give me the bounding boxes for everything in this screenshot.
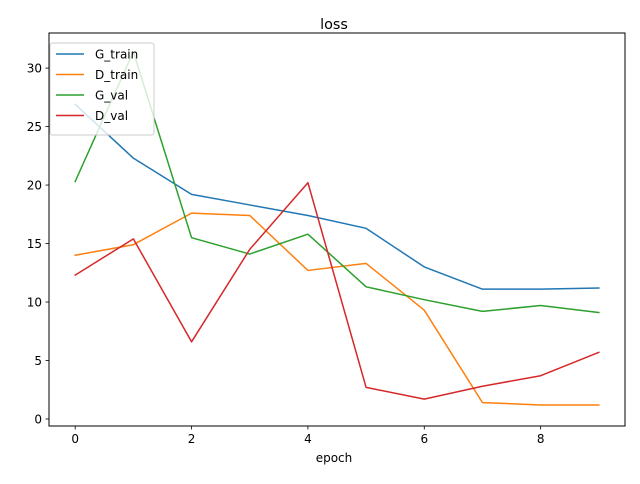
series-line-g-val	[74, 50, 600, 314]
y-tick-label: 25	[27, 120, 42, 134]
x-tick-label: 8	[537, 432, 545, 446]
plot-frame	[48, 32, 626, 427]
legend-label-d-val: D_val	[95, 109, 128, 123]
x-axis-label: epoch	[316, 451, 353, 465]
x-tick-label: 0	[71, 432, 79, 446]
x-tick-label: 6	[420, 432, 428, 446]
series-line-d-val	[74, 181, 600, 400]
y-tick-label: 30	[27, 61, 42, 75]
series-layer	[74, 50, 600, 406]
x-tick-label: 4	[304, 432, 312, 446]
legend: G_train D_train G_val D_val	[49, 42, 155, 136]
y-tick-label: 20	[27, 178, 42, 192]
legend-label-g-val: G_val	[95, 88, 128, 102]
x-tick-label: 2	[188, 432, 196, 446]
legend-label-d-train: D_train	[95, 68, 138, 82]
legend-label-g-train: G_train	[95, 47, 138, 61]
y-tick-label: 10	[27, 295, 42, 309]
legend-box	[49, 42, 155, 136]
series-line-g-train	[74, 103, 600, 290]
x-axis: 0 2 4 6 8	[71, 426, 544, 446]
chart-title: loss	[320, 17, 348, 33]
y-tick-label: 0	[34, 412, 42, 426]
series-line-d-train	[74, 212, 600, 406]
y-axis: 0 5 10 15 20 25 30	[27, 61, 49, 426]
y-tick-label: 15	[27, 237, 42, 251]
y-tick-label: 5	[34, 354, 42, 368]
